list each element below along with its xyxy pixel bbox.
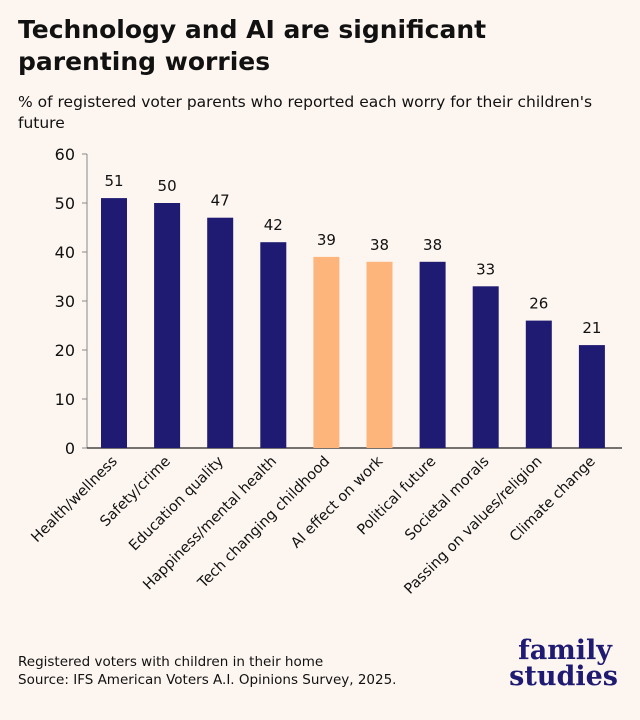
- y-tick-label: 60: [55, 145, 75, 164]
- data-label: 21: [582, 319, 601, 337]
- bar-climate-change: [578, 345, 605, 448]
- data-label: 38: [423, 236, 442, 254]
- data-label: 47: [211, 192, 230, 210]
- data-label: 51: [104, 172, 123, 190]
- bar-political-future: [419, 261, 446, 448]
- data-label: 33: [476, 260, 495, 278]
- source-note: Source: IFS American Voters A.I. Opinion…: [18, 672, 397, 688]
- y-tick-label: 10: [55, 390, 75, 409]
- y-tick-label: 0: [65, 439, 75, 458]
- logo-line-2: studies: [509, 661, 618, 692]
- category-label: Health/wellness: [29, 454, 121, 546]
- data-label: 50: [158, 177, 177, 195]
- category-label: AI effect on work: [288, 453, 386, 551]
- population-note: Registered voters with children in their…: [18, 654, 324, 670]
- bar-societal-morals: [472, 286, 499, 448]
- chart-subtitle: % of registered voter parents who report…: [18, 93, 593, 132]
- chart-title: Technology and AI are significant parent…: [18, 15, 487, 76]
- category-label: Education quality: [126, 453, 227, 554]
- footnotes: Registered voters with children in their…: [18, 653, 396, 689]
- bar-ai-effect-on-work: [366, 261, 393, 448]
- family-studies-logo: family studies: [508, 635, 618, 692]
- logo-line-1: family: [518, 635, 612, 666]
- bar-tech-changing-childhood: [313, 256, 340, 448]
- data-label: 26: [529, 295, 548, 313]
- y-tick-label: 50: [55, 194, 75, 213]
- bar-education-quality: [207, 217, 234, 448]
- y-tick-label: 30: [55, 292, 75, 311]
- bar-health-wellness: [101, 198, 127, 448]
- bar-happiness-mental-health: [260, 242, 287, 448]
- data-label: 39: [317, 231, 336, 249]
- y-tick-label: 40: [55, 243, 75, 262]
- y-tick-label: 20: [55, 341, 75, 360]
- bar-safety-crime: [154, 203, 181, 448]
- data-label: 42: [264, 216, 283, 234]
- data-label: 38: [370, 236, 389, 254]
- bar-passing-on-values-religion: [525, 320, 552, 448]
